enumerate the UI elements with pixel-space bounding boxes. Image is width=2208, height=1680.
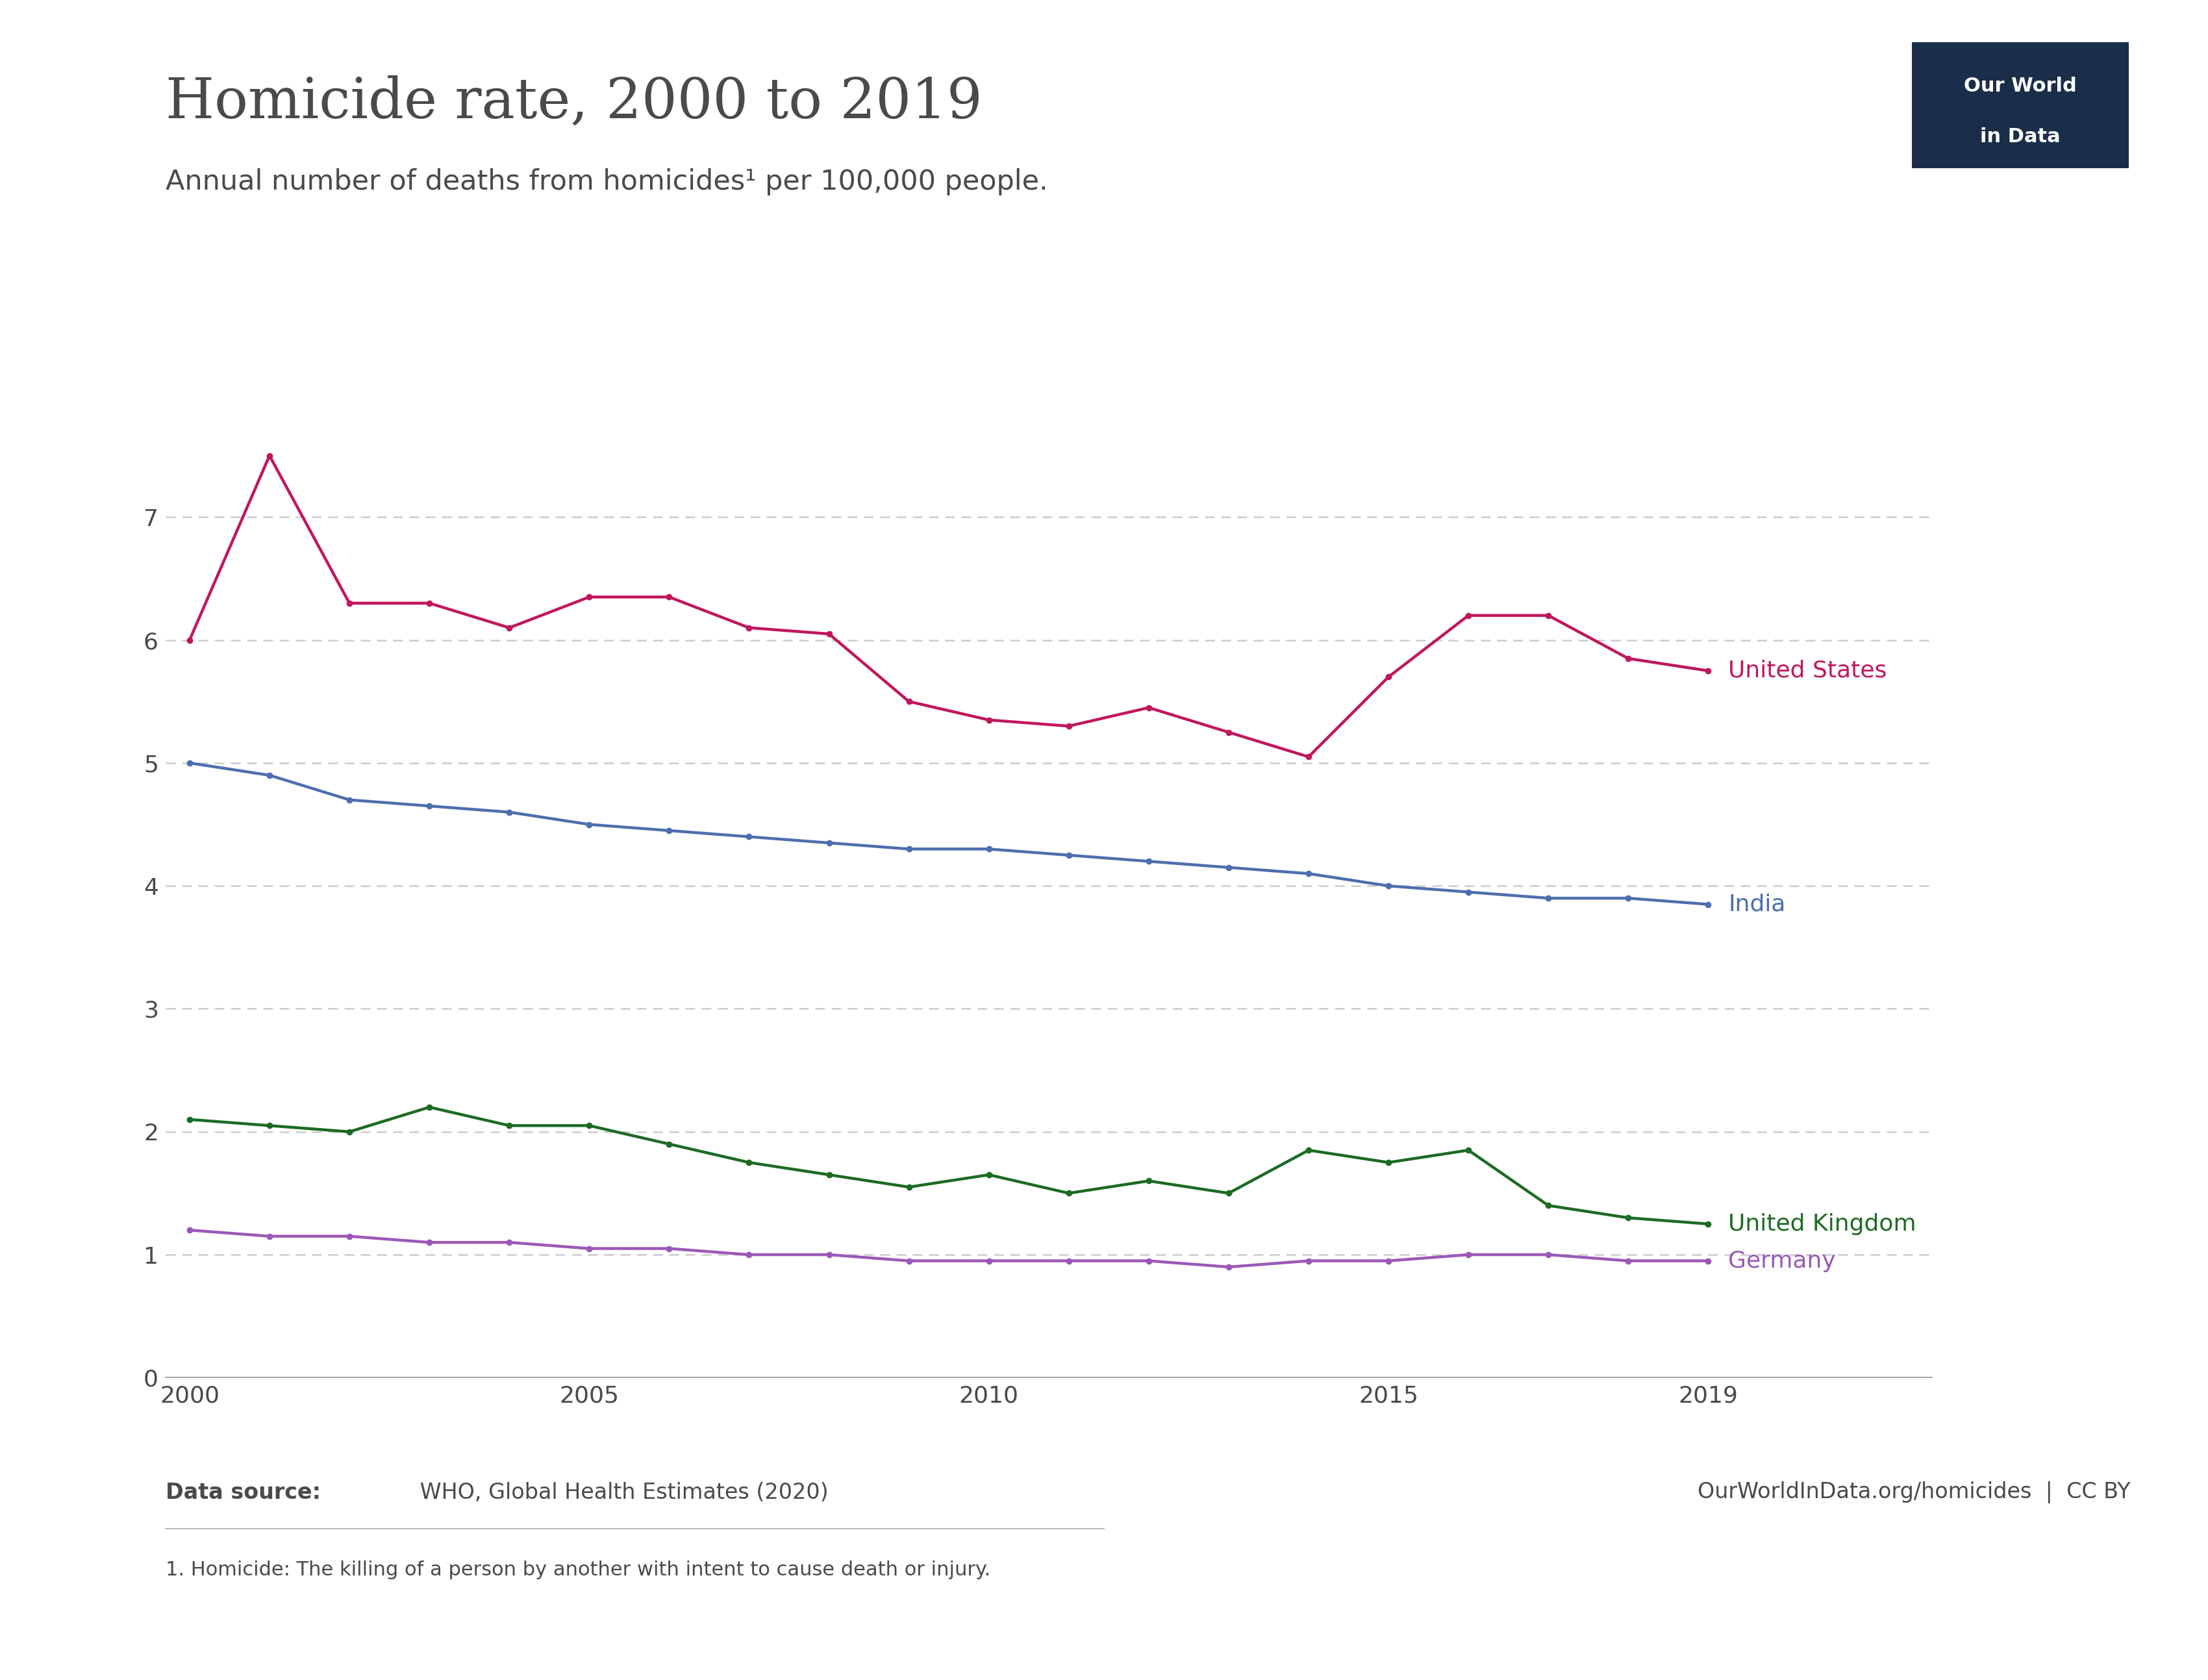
Text: Annual number of deaths from homicides¹ per 100,000 people.: Annual number of deaths from homicides¹ … (166, 168, 1049, 195)
Text: Data source:: Data source: (166, 1482, 320, 1504)
Text: 1. Homicide: The killing of a person by another with intent to cause death or in: 1. Homicide: The killing of a person by … (166, 1561, 991, 1579)
Text: WHO, Global Health Estimates (2020): WHO, Global Health Estimates (2020) (413, 1482, 828, 1504)
Text: Our World: Our World (1963, 77, 2078, 96)
Text: in Data: in Data (1981, 128, 2060, 146)
Text: United Kingdom: United Kingdom (1729, 1213, 1917, 1235)
Text: Germany: Germany (1729, 1250, 1835, 1272)
Text: Homicide rate, 2000 to 2019: Homicide rate, 2000 to 2019 (166, 76, 983, 129)
Text: India: India (1729, 894, 1786, 916)
Text: OurWorldInData.org/homicides  |  CC BY: OurWorldInData.org/homicides | CC BY (1698, 1482, 2131, 1504)
Text: United States: United States (1729, 660, 1888, 682)
